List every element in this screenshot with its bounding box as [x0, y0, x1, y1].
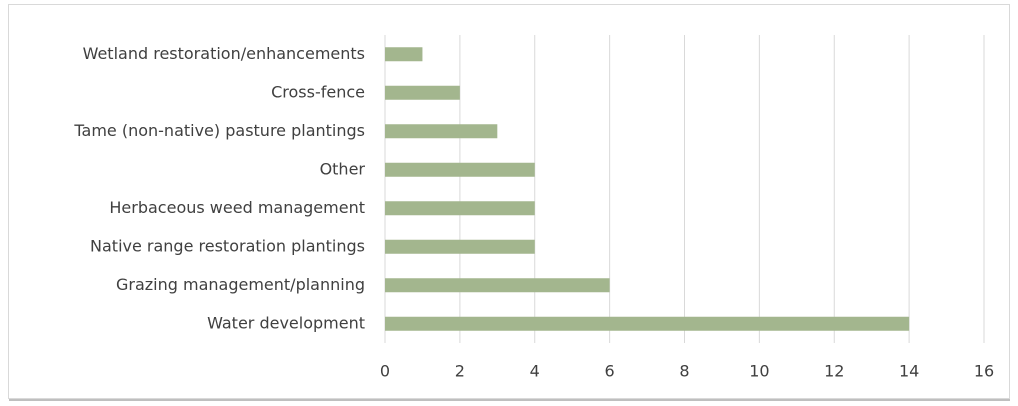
x-tick-label: 10: [749, 362, 769, 381]
y-tick-label: Herbaceous weed management: [109, 198, 365, 217]
y-tick-label: Native range restoration plantings: [90, 236, 365, 255]
y-tick-label: Wetland restoration/enhancements: [83, 44, 365, 63]
y-tick-label: Water development: [207, 313, 365, 332]
bar: [385, 201, 535, 216]
x-tick-label: 14: [899, 362, 919, 381]
bar: [385, 316, 910, 331]
bar: [385, 162, 535, 177]
bar: [385, 124, 498, 139]
y-tick-label: Other: [320, 159, 366, 178]
bar: [385, 239, 535, 254]
x-tick-label: 16: [974, 362, 994, 381]
bar: [385, 278, 610, 293]
x-tick-label: 8: [679, 362, 689, 381]
x-tick-label: 2: [455, 362, 465, 381]
x-tick-label: 12: [824, 362, 844, 381]
y-tick-label: Grazing management/planning: [116, 275, 365, 294]
bar: [385, 47, 423, 62]
x-tick-label: 0: [380, 362, 390, 381]
y-tick-label: Tame (non-native) pasture plantings: [73, 121, 365, 140]
y-tick-label: Cross-fence: [271, 82, 365, 101]
bar: [385, 85, 460, 100]
x-tick-label: 6: [605, 362, 615, 381]
x-tick-label: 4: [530, 362, 540, 381]
